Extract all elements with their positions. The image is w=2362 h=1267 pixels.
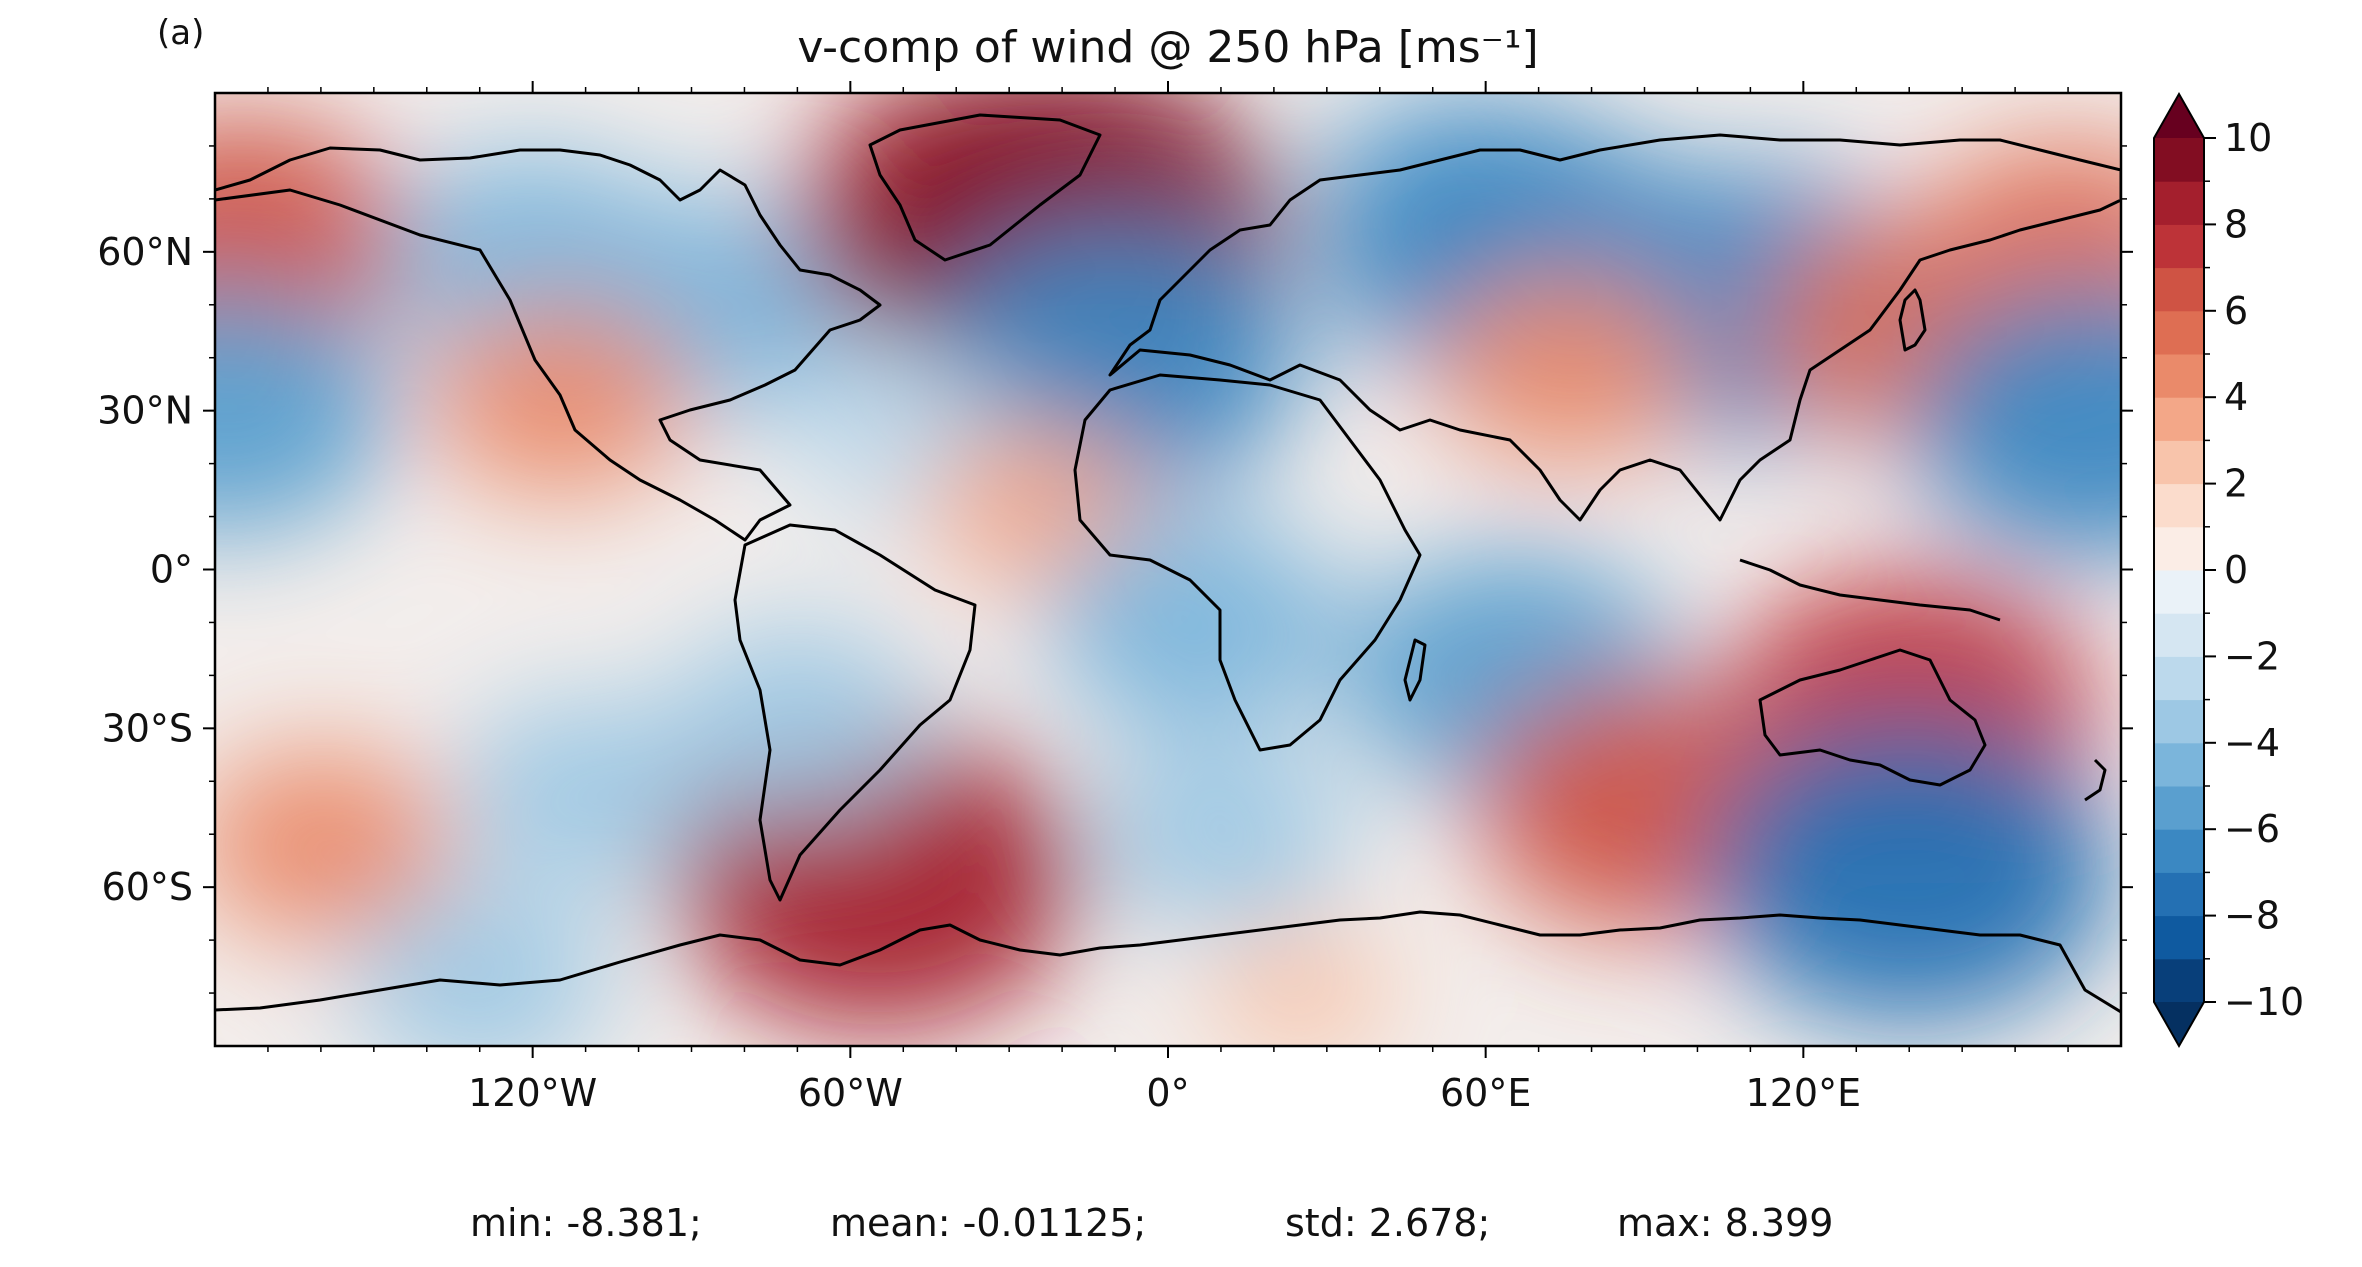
colorbar-tick-label-0: 10 — [2224, 116, 2272, 160]
lon-tick-label-0: 120°W — [468, 1071, 597, 1115]
coastline-indonesia — [1739, 558, 2001, 622]
field-anomaly-26 — [667, 621, 927, 814]
stats-line: min: -8.381; mean: -0.01125; std: 2.678;… — [470, 1201, 1833, 1245]
colorbar-extend-min — [2154, 1002, 2204, 1046]
colorbar-segment-9 — [2154, 570, 2204, 614]
field-anomaly-23 — [215, 748, 451, 941]
colorbar-segment-4 — [2154, 786, 2204, 830]
colorbar-segment-0 — [2154, 958, 2204, 1003]
colorbar-segment-8 — [2154, 613, 2204, 657]
field-anomaly-24 — [456, 695, 716, 888]
colorbar-segment-2 — [2154, 872, 2204, 917]
field-anomaly-14 — [1908, 283, 2121, 560]
colorbar-segment-7 — [2154, 656, 2204, 701]
colorbar-segment-16 — [2154, 267, 2204, 312]
field-anomaly-17 — [1045, 512, 1343, 733]
lon-tick-label-2: 0° — [1146, 1071, 1189, 1115]
stat-max: max: 8.399 — [1617, 1201, 1833, 1245]
coastline-africa — [1073, 373, 1422, 752]
colorbar-tick-label-4: 2 — [2224, 462, 2248, 506]
stat-std: std: 2.678; — [1285, 1201, 1490, 1245]
coastline-new-zealand — [2084, 758, 2107, 802]
coastline-greenland — [868, 113, 1102, 262]
colorbar-tick-label-6: −2 — [2224, 634, 2280, 678]
field-anomaly-25 — [1091, 738, 1351, 931]
colorbar-tick-label-9: −8 — [2224, 894, 2280, 938]
lon-tick-label-1: 60°W — [798, 1071, 903, 1115]
colorbar-extend-max — [2154, 94, 2204, 138]
stat-mean: mean: -0.01125; — [830, 1201, 1146, 1245]
coastline-eurasia — [1108, 133, 2121, 522]
coastline-australia — [1758, 648, 1987, 787]
colorbar-segment-10 — [2154, 526, 2204, 571]
colorbar-tick-label-10: −10 — [2224, 980, 2304, 1024]
field-anomaly-3 — [429, 304, 689, 497]
chart-title: v-comp of wind @ 250 hPa [ms⁻¹] — [797, 22, 1538, 73]
lat-tick-label-2: 0° — [150, 548, 193, 592]
colorbar-tick-label-5: 0 — [2224, 548, 2248, 592]
lat-tick-label-1: 30°N — [97, 389, 193, 433]
colorbar-segment-3 — [2154, 829, 2204, 873]
coastline-madagascar — [1403, 638, 1427, 702]
colorbar-segment-6 — [2154, 699, 2204, 744]
stat-min: min: -8.381; — [470, 1201, 702, 1245]
lat-tick-label-0: 60°N — [97, 230, 193, 274]
colorbar-segment-13 — [2154, 397, 2204, 441]
colorbar-segment-12 — [2154, 440, 2204, 485]
colorbar-tick-label-7: −4 — [2224, 721, 2280, 765]
lon-tick-label-4: 120°E — [1746, 1071, 1862, 1115]
coastline-antarctica — [215, 910, 2121, 1014]
coastlines — [215, 113, 2121, 1014]
colorbar-segment-14 — [2154, 354, 2204, 398]
colorbar-tick-label-1: 8 — [2224, 202, 2248, 246]
map-panel: 120°W 60°W 0° 60°E 120°E 60°N 30°N 0° 30°S 60°S — [97, 81, 2133, 1115]
coastline-north-america — [215, 146, 882, 542]
colorbar-segment-18 — [2154, 181, 2204, 225]
map-ticks: 120°W 60°W 0° 60°E 120°E 60°N 30°N 0° 30°S 60°S — [97, 81, 2133, 1115]
coastline-south-america — [733, 523, 977, 902]
wind-field — [215, 93, 2121, 1046]
colorbar-tick-label-8: −6 — [2224, 807, 2280, 851]
lat-tick-label-4: 60°S — [102, 865, 193, 909]
colorbar-segment-17 — [2154, 224, 2204, 269]
colorbar-segment-19 — [2154, 138, 2204, 182]
coastline-japan — [1898, 288, 1927, 352]
field-anomaly-10 — [1435, 272, 1695, 465]
field-anomaly-22 — [1704, 719, 2115, 1024]
lat-tick-label-3: 30°S — [102, 706, 193, 750]
colorbar-tick-label-3: 4 — [2224, 375, 2248, 419]
panel-label: (a) — [157, 13, 204, 53]
field-anomaly-28 — [1208, 925, 1393, 1046]
colorbar-segment-15 — [2154, 310, 2204, 355]
colorbar-segment-1 — [2154, 915, 2204, 960]
field-anomaly-13 — [215, 286, 393, 535]
field-anomaly-27 — [350, 886, 610, 1046]
colorbar-segment-5 — [2154, 742, 2204, 787]
colorbar-tick-label-2: 6 — [2224, 289, 2248, 333]
colorbar-segment-11 — [2154, 483, 2204, 528]
colorbar: 10 8 6 4 2 0 −2 −4 −6 −8 −10 — [2153, 91, 2304, 1049]
lon-tick-label-3: 60°E — [1440, 1071, 1531, 1115]
